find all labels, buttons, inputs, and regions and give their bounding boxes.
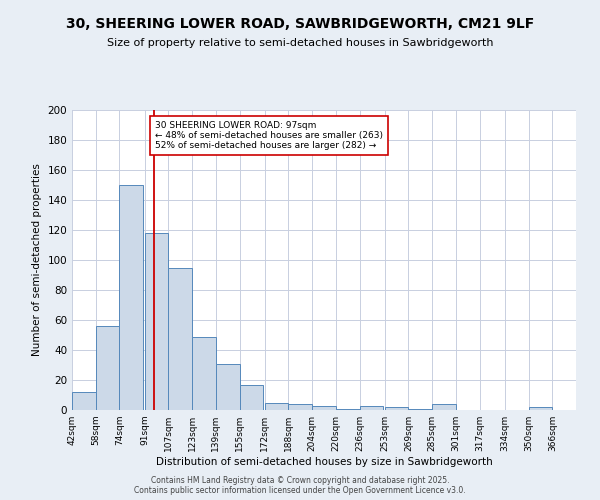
Bar bbox=[119, 185, 143, 410]
Text: 30 SHEERING LOWER ROAD: 97sqm
← 48% of semi-detached houses are smaller (263)
52: 30 SHEERING LOWER ROAD: 97sqm ← 48% of s… bbox=[155, 120, 383, 150]
Bar bbox=[96, 326, 119, 410]
Bar bbox=[145, 233, 169, 410]
Bar bbox=[312, 406, 336, 410]
Bar bbox=[432, 404, 456, 410]
Bar bbox=[216, 364, 239, 410]
Bar bbox=[265, 402, 289, 410]
Bar bbox=[529, 407, 552, 410]
Bar bbox=[239, 384, 263, 410]
Bar bbox=[385, 407, 409, 410]
Bar bbox=[192, 336, 216, 410]
Y-axis label: Number of semi-detached properties: Number of semi-detached properties bbox=[32, 164, 42, 356]
Bar bbox=[72, 392, 96, 410]
Bar bbox=[336, 408, 359, 410]
Text: Size of property relative to semi-detached houses in Sawbridgeworth: Size of property relative to semi-detach… bbox=[107, 38, 493, 48]
Text: Contains public sector information licensed under the Open Government Licence v3: Contains public sector information licen… bbox=[134, 486, 466, 495]
Bar bbox=[409, 408, 432, 410]
Bar bbox=[359, 406, 383, 410]
Bar bbox=[169, 268, 192, 410]
Text: 30, SHEERING LOWER ROAD, SAWBRIDGEWORTH, CM21 9LF: 30, SHEERING LOWER ROAD, SAWBRIDGEWORTH,… bbox=[66, 18, 534, 32]
Bar bbox=[289, 404, 312, 410]
X-axis label: Distribution of semi-detached houses by size in Sawbridgeworth: Distribution of semi-detached houses by … bbox=[155, 457, 493, 467]
Text: Contains HM Land Registry data © Crown copyright and database right 2025.: Contains HM Land Registry data © Crown c… bbox=[151, 476, 449, 485]
